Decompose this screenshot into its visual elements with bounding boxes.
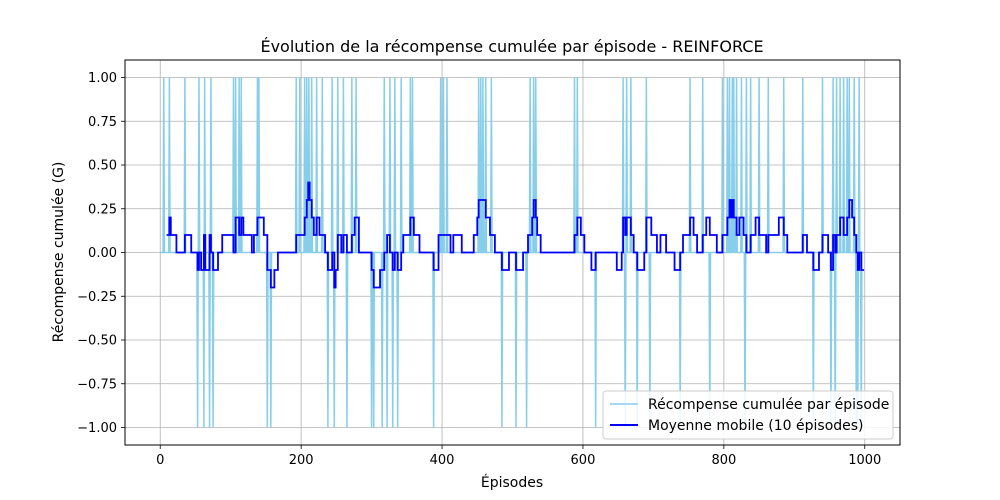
y-tick-label: −0.75 bbox=[77, 377, 117, 392]
y-tick-label: 0.25 bbox=[88, 202, 117, 217]
x-tick-label: 0 bbox=[156, 453, 164, 468]
line-moving-average bbox=[166, 181, 865, 289]
y-tick-label: 0.00 bbox=[88, 246, 117, 261]
y-tick-label: −0.25 bbox=[77, 290, 117, 305]
y-axis-ticks: −1.00 −0.75 −0.50 −0.25 0.00 0.25 0.50 0.75 1.00 bbox=[77, 71, 125, 436]
legend-label-moving-average: Moyenne mobile (10 épisodes) bbox=[648, 418, 864, 434]
x-tick-label: 200 bbox=[289, 453, 314, 468]
legend: Récompense cumulée par épisode Moyenne m… bbox=[602, 390, 894, 440]
y-tick-label: −0.50 bbox=[77, 334, 117, 349]
legend-box bbox=[602, 390, 894, 440]
y-tick-label: 1.00 bbox=[88, 71, 117, 86]
x-axis-ticks: 0 200 400 600 800 1000 bbox=[156, 445, 881, 468]
y-tick-label: −1.00 bbox=[77, 421, 117, 436]
x-axis-label: Épisodes bbox=[481, 474, 543, 491]
y-axis-label: Récompense cumulée (G) bbox=[51, 162, 67, 343]
series-moving-average bbox=[166, 181, 865, 289]
x-tick-label: 800 bbox=[711, 453, 736, 468]
x-tick-label: 400 bbox=[430, 453, 455, 468]
y-tick-label: 0.50 bbox=[88, 159, 117, 174]
y-tick-label: 0.75 bbox=[88, 115, 117, 130]
x-tick-label: 600 bbox=[571, 453, 596, 468]
legend-label-raw: Récompense cumulée par épisode bbox=[648, 397, 889, 413]
chart-title: Évolution de la récompense cumulée par é… bbox=[260, 37, 763, 56]
x-tick-label: 1000 bbox=[848, 453, 881, 468]
